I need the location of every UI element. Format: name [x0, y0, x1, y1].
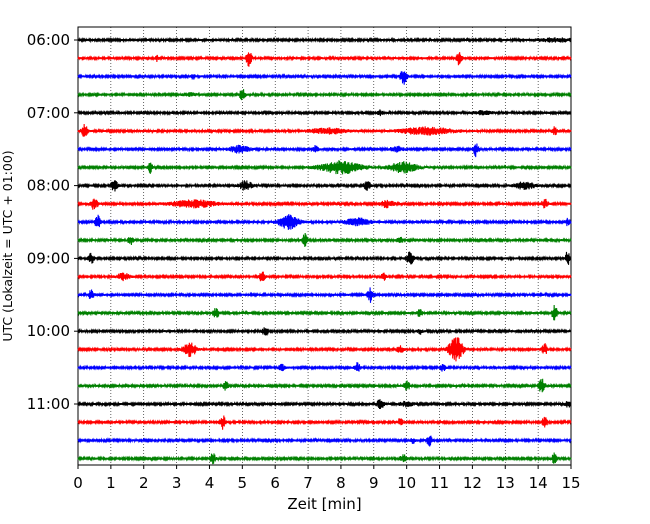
x-tick-label: 0: [73, 474, 83, 492]
x-tick-label: 15: [561, 474, 580, 492]
x-tick-label: 1: [106, 474, 116, 492]
x-tick-label: 3: [172, 474, 182, 492]
y-tick-label: 06:00: [27, 31, 70, 49]
y-axis-ticks: 06:00 07:00 08:00 09:00 10:00 11:00: [27, 31, 78, 413]
x-tick-label: 6: [270, 474, 280, 492]
trace-0845: [77, 233, 572, 247]
trace-0745: [77, 160, 572, 175]
trace-0945: [77, 305, 572, 321]
x-tick-label: 9: [369, 474, 379, 492]
x-tick-label: 10: [397, 474, 416, 492]
trace-1100: [77, 399, 572, 410]
trace-1015: [77, 337, 572, 362]
trace-0645: [77, 89, 572, 101]
x-tick-label: 4: [205, 474, 215, 492]
trace-1130: [77, 435, 572, 447]
x-axis-label: Zeit [min]: [287, 495, 361, 513]
x-tick-label: 13: [496, 474, 515, 492]
y-tick-label: 09:00: [27, 249, 70, 267]
trace-0830: [77, 214, 572, 230]
seismic-traces: [77, 36, 572, 465]
x-tick-label: 5: [238, 474, 248, 492]
trace-0815: [77, 198, 572, 210]
grid-lines: [77, 27, 572, 465]
trace-0615: [77, 52, 572, 67]
trace-1145: [77, 452, 572, 465]
trace-0800: [77, 180, 572, 192]
trace-0900: [77, 251, 572, 265]
trace-0700: [77, 109, 572, 117]
trace-0730: [77, 143, 572, 158]
y-axis-label: UTC (Lokalzeit = UTC + 01:00): [0, 150, 15, 341]
trace-0630: [77, 71, 572, 85]
trace-1115: [77, 415, 572, 430]
x-tick-label: 12: [463, 474, 482, 492]
trace-1000: [77, 327, 572, 336]
x-axis-ticks: 0 1 2 3 4 5 6 7 8 9 10 11 12 13 14 15: [73, 465, 581, 492]
x-tick-label: 2: [139, 474, 149, 492]
trace-0915: [77, 271, 572, 282]
y-tick-label: 07:00: [27, 104, 70, 122]
y-tick-label: 08:00: [27, 177, 70, 195]
plot-area: [77, 26, 572, 466]
x-tick-label: 14: [529, 474, 548, 492]
trace-1030: [77, 362, 572, 372]
x-tick-label: 11: [430, 474, 449, 492]
x-tick-label: 7: [303, 474, 313, 492]
trace-0600: [77, 36, 572, 44]
trace-1045: [77, 378, 572, 393]
y-tick-label: 11:00: [27, 395, 70, 413]
y-tick-label: 10:00: [27, 322, 70, 340]
x-tick-label: 8: [336, 474, 346, 492]
trace-0715: [77, 124, 572, 137]
trace-0930: [77, 287, 572, 303]
